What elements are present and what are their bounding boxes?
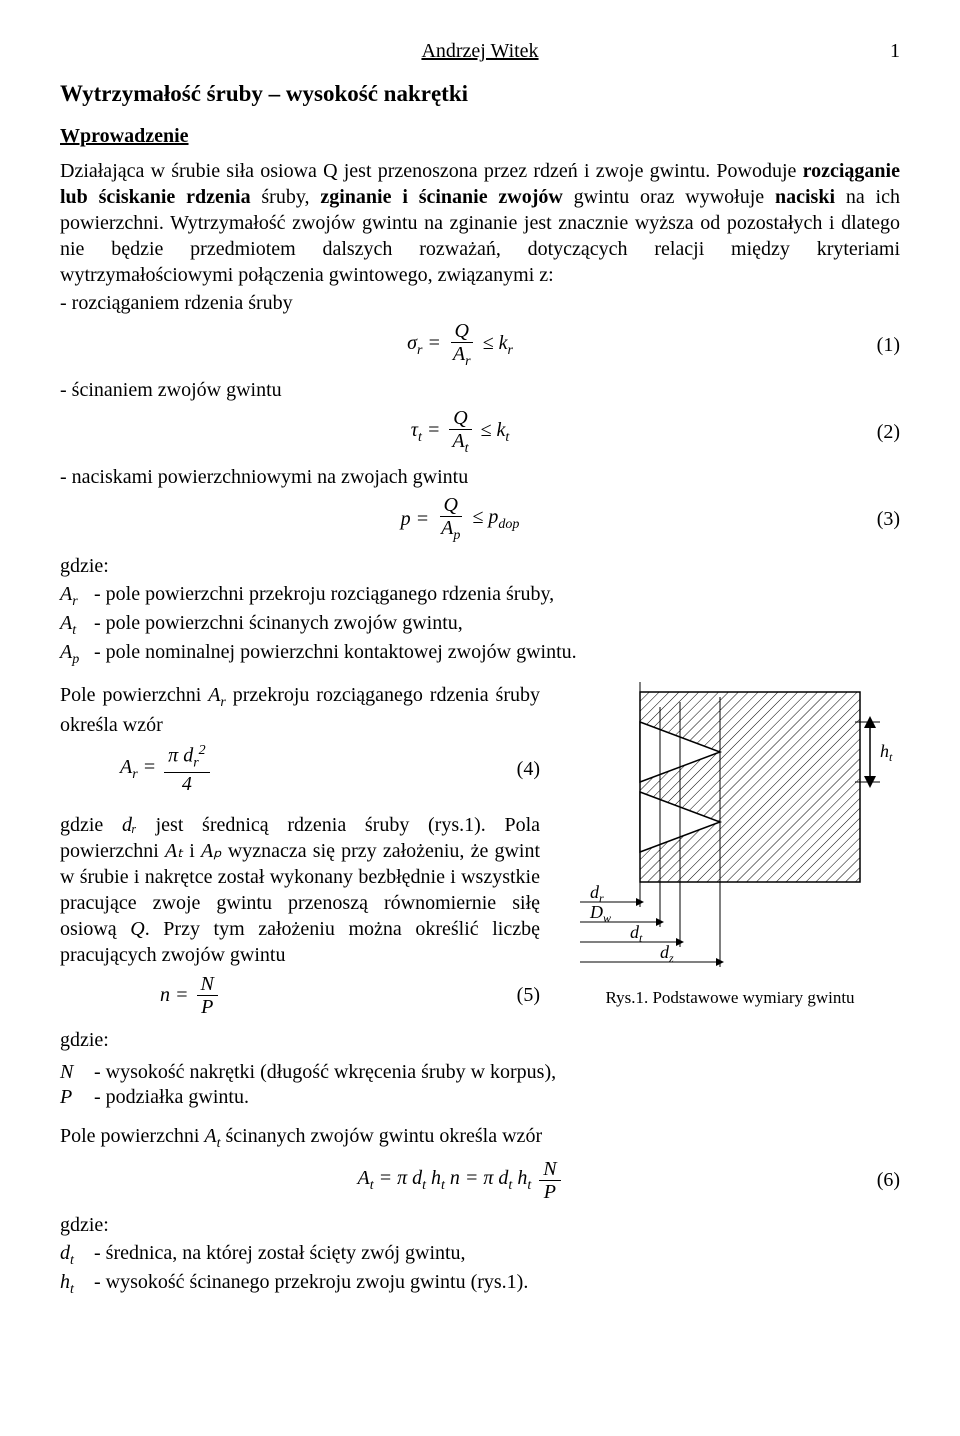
definitions-2: N- wysokość nakrętki (długość wkręcenia … <box>60 1061 900 1109</box>
fig-label-dw: Dw <box>589 902 611 925</box>
equation-4: Ar = π dr2 4 (4) <box>120 744 540 794</box>
eqnum-1: (1) <box>860 334 900 357</box>
fig-label-ht: ht <box>880 741 893 764</box>
figure-caption: Rys.1. Podstawowe wymiary gwintu <box>560 988 900 1008</box>
gdzie-2: gdzie: <box>60 1027 540 1053</box>
equation-6: At = π dt ht n = π dt ht NP (6) <box>60 1159 900 1202</box>
equation-5: n = NP (5) <box>160 974 540 1017</box>
bullet-rozciaganie: rozciąganiem rdzenia śruby <box>78 292 900 315</box>
equation-1: σr = QAr ≤ kr (1) <box>60 321 900 369</box>
eqnum-5: (5) <box>500 984 540 1007</box>
eqnum-3: (3) <box>860 508 900 531</box>
bullet-naciski: naciskami powierzchniowymi na zwojach gw… <box>78 466 900 489</box>
document-title: Wytrzymałość śruby – wysokość nakrętki <box>60 81 900 107</box>
author-name: Andrzej Witek <box>421 40 538 62</box>
equation-2: τt = QAt ≤ kt (2) <box>60 408 900 456</box>
para-area-ar: Pole powierzchni Ar przekroju rozciągane… <box>60 682 540 738</box>
page-header: Andrzej Witek 1 <box>60 40 900 63</box>
eqnum-6: (6) <box>860 1169 900 1192</box>
para-area-at: Pole powierzchni At ścinanych zwojów gwi… <box>60 1123 900 1153</box>
equation-3: p = QAp ≤ pdop (3) <box>60 495 900 543</box>
page: Andrzej Witek 1 Wytrzymałość śruby – wys… <box>0 0 960 1352</box>
intro-paragraph: Działająca w śrubie siła osiowa Q jest p… <box>60 158 900 288</box>
figure-section: Pole powierzchni Ar przekroju rozciągane… <box>60 682 900 1057</box>
fig-label-dt: dt <box>630 922 643 945</box>
bullet-scinanie: ścinaniem zwojów gwintu <box>78 379 900 402</box>
fig-label-dz: dz <box>660 942 674 965</box>
eqnum-2: (2) <box>860 421 900 444</box>
definitions-3: dt- średnica, na której został ścięty zw… <box>60 1242 900 1298</box>
figure-thread-diagram: ht dr Dw dt dz <box>560 682 900 982</box>
intro-heading: Wprowadzenie <box>60 125 900 148</box>
page-number: 1 <box>890 40 900 63</box>
para-diameters: gdzie dᵣ jest średnicą rdzenia śruby (ry… <box>60 812 540 968</box>
eqnum-4: (4) <box>500 758 540 781</box>
definitions-1: Ar- pole powierzchni przekroju rozciągan… <box>60 583 900 668</box>
gdzie-1: gdzie: <box>60 553 900 579</box>
gdzie-3: gdzie: <box>60 1212 900 1238</box>
